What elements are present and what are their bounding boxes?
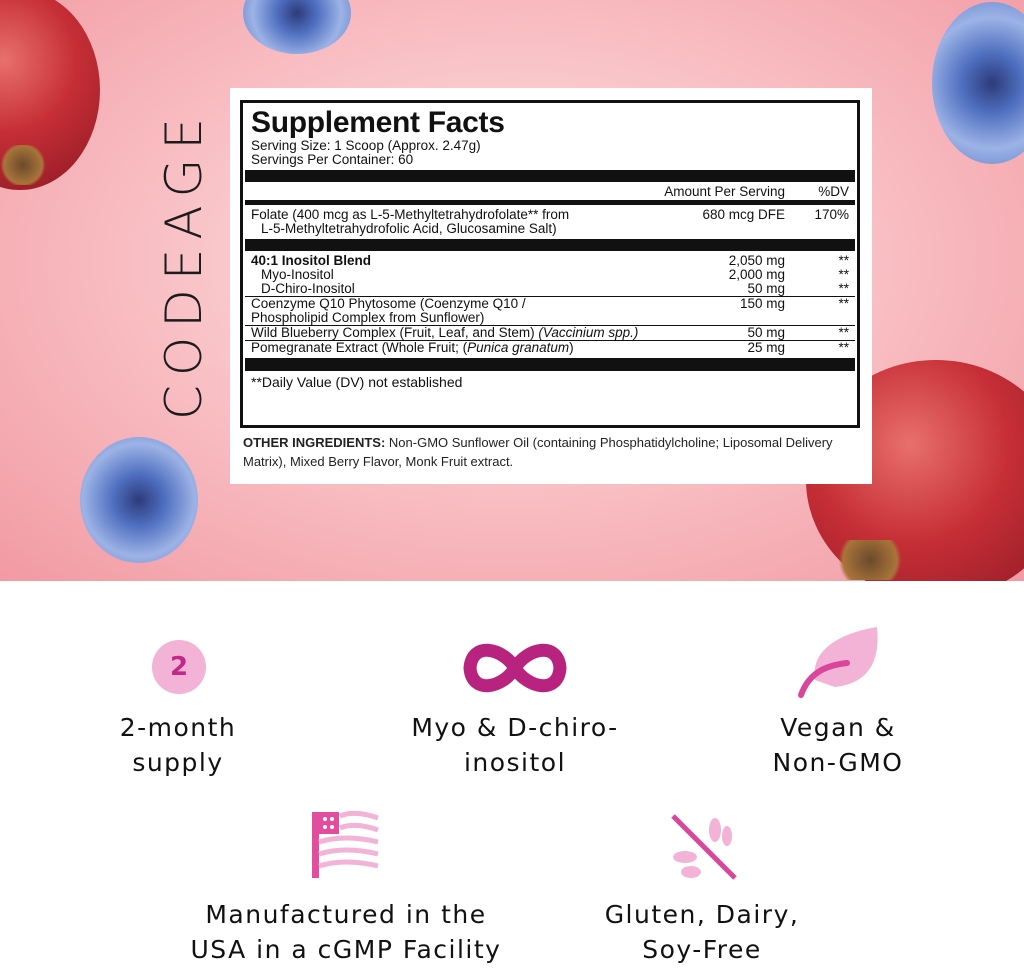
divider: [245, 200, 855, 205]
brand-logo: CODEAGE: [155, 108, 213, 420]
pomegranate-crown: [0, 145, 48, 185]
supplement-facts-table: Supplement Facts Serving Size: 1 Scoop (…: [240, 100, 860, 428]
supplement-label: Supplement Facts Serving Size: 1 Scoop (…: [230, 88, 872, 484]
blueberry-image: [932, 2, 1024, 164]
table-row: Pomegranate Extract (Whole Fruit; (Punic…: [251, 340, 849, 355]
feature-usa-cgmp: Manufactured in the USA in a cGMP Facilit…: [190, 900, 502, 964]
footnote: **Daily Value (DV) not established: [251, 374, 463, 390]
divider: [245, 358, 855, 371]
blueberry-image: [243, 0, 351, 54]
feature-vegan: Vegan & Non-GMO: [772, 713, 904, 777]
leaf-icon: [798, 627, 878, 698]
table-row: Folate (400 mcg as L-5-Methyltetrahydrof…: [251, 207, 849, 236]
divider: [245, 239, 855, 251]
table-row: D-Chiro-Inositol 50 mg **: [261, 281, 849, 296]
divider: [245, 170, 855, 182]
table-row: Coenzyme Q10 Phytosome (Coenzyme Q10 /Ph…: [251, 296, 849, 325]
facts-title: Supplement Facts: [251, 106, 505, 139]
no-gluten-icon: [671, 814, 737, 880]
pomegranate-crown: [830, 540, 910, 580]
product-banner: CODEAGE Supplement Facts Serving Size: 1…: [0, 0, 1024, 581]
other-ingredients: OTHER INGREDIENTS: Non-GMO Sunflower Oil…: [243, 435, 833, 469]
table-row: Wild Blueberry Complex (Fruit, Leaf, and…: [251, 325, 849, 340]
header-dv: %DV: [818, 184, 849, 199]
table-row: Myo-Inositol 2,000 mg **: [261, 267, 849, 282]
header-amount: Amount Per Serving: [664, 184, 785, 199]
servings-per-container: Servings Per Container: 60: [251, 152, 414, 167]
feature-allergen-free: Gluten, Dairy, Soy-Free: [604, 900, 800, 964]
serving-size: Serving Size: 1 Scoop (Approx. 2.47g): [251, 138, 481, 153]
us-flag-icon: [312, 810, 379, 878]
blueberry-image: [80, 437, 198, 563]
feature-2-month-supply: 2-month supply: [119, 713, 237, 777]
table-header: Amount Per Serving %DV: [251, 185, 849, 199]
number-2-badge-icon: 2: [152, 640, 206, 694]
infinity-icon: [463, 643, 567, 693]
feature-myo-d-chiro: Myo & D-chiro-inositol: [411, 713, 619, 777]
table-row: 40:1 Inositol Blend 2,050 mg **: [251, 253, 849, 268]
